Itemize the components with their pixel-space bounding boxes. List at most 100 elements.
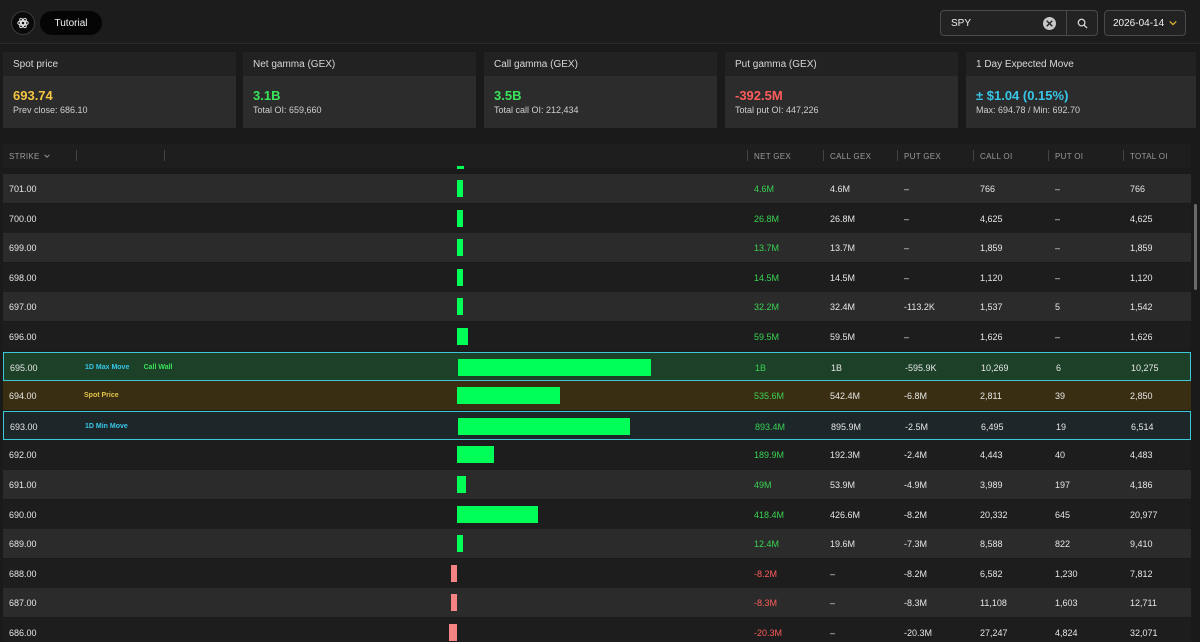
column-divider	[1123, 150, 1124, 161]
call-gex-cell: 59.5M	[830, 332, 856, 342]
total-oi-cell: 4,186	[1130, 480, 1153, 490]
gex-bar	[457, 180, 463, 197]
table-row[interactable]: 687.00 -8.3M – -8.3M 11,108 1,603 12,711	[3, 588, 1191, 617]
table-row[interactable]: 686.00 -20.3M – -20.3M 27,247 4,824 32,071	[3, 618, 1191, 642]
put-oi-cell: –	[1055, 332, 1061, 342]
table-row[interactable]: 695.00 1B 1B -595.9K 10,269 6 10,275 1D Max Mov…	[3, 352, 1191, 381]
table-row[interactable]: 700.00 26.8M 26.8M – 4,625 – 4,625	[3, 204, 1191, 233]
gex-bar	[457, 535, 463, 552]
call-gamma-card: Call gamma (GEX) 3.5B Total call OI: 212…	[484, 52, 717, 128]
put-oi-cell: –	[1055, 273, 1061, 283]
total-oi-cell: 1,859	[1130, 243, 1153, 253]
table-row[interactable]: 699.00 13.7M 13.7M – 1,859 – 1,859	[3, 233, 1191, 262]
column-divider	[973, 150, 974, 161]
call-oi-cell: 11,108	[980, 598, 1007, 608]
call-oi-cell: 2,811	[980, 391, 1002, 401]
call-oi-column-header[interactable]: CALL OI	[980, 152, 1013, 161]
put-oi-column-header[interactable]: PUT OI	[1055, 152, 1084, 161]
search-divider	[1066, 11, 1067, 35]
table-scrollbar[interactable]	[1194, 204, 1197, 290]
table-row[interactable]: 696.00 59.5M 59.5M – 1,626 – 1,626	[3, 322, 1191, 351]
column-divider	[897, 150, 898, 161]
table-row[interactable]: 694.00 535.6M 542.4M -6.8M 2,811 39 2,850 Spot …	[3, 381, 1191, 410]
put-gamma-value: -392.5M	[735, 88, 783, 103]
table-row[interactable]: 690.00 418.4M 426.6M -8.2M 20,332 645 20,977	[3, 500, 1191, 529]
table-row[interactable]: 701.00 4.6M 4.6M – 766 – 766	[3, 174, 1191, 203]
search-button[interactable]	[1067, 11, 1098, 35]
net-gex-cell: 26.8M	[754, 214, 780, 224]
net-gex-cell: 1B	[755, 363, 767, 373]
call-oi-cell: 4,625	[980, 214, 1003, 224]
net-gex-cell: 4.6M	[754, 184, 775, 194]
ticker-search-input[interactable]	[941, 11, 1041, 35]
total-put-oi-text: Total put OI: 447,226	[735, 105, 819, 115]
gex-bar	[448, 624, 457, 641]
net-gex-cell: 189.9M	[754, 450, 785, 460]
call-oi-cell: 766	[980, 184, 996, 194]
put-gex-cell: -595.9K	[905, 363, 937, 373]
net-gex-cell: 14.5M	[754, 273, 780, 283]
table-row[interactable]: 692.00 189.9M 192.3M -2.4M 4,443 40 4,483	[3, 440, 1191, 469]
column-divider	[747, 150, 748, 161]
openai-logo-icon[interactable]	[11, 11, 35, 35]
total-oi-cell: 766	[1130, 184, 1146, 194]
gex-table-header: STRIKE NET GEX CALL GEX PUT GEX CALL OI …	[3, 144, 1191, 168]
expiry-date-select[interactable]: 2026-04-14	[1104, 10, 1186, 36]
strike-cell: 690.00	[9, 510, 37, 520]
put-gex-cell: -8.3M	[904, 598, 928, 608]
net-gex-cell: 893.4M	[755, 422, 786, 432]
put-oi-cell: 39	[1055, 391, 1066, 401]
total-oi-cell: 4,483	[1130, 450, 1153, 460]
call-gex-cell: 53.9M	[830, 480, 856, 490]
card-label: Call gamma (GEX)	[494, 59, 578, 70]
card-body: ± $1.04 (0.15%) Max: 694.78 / Min: 692.7…	[966, 76, 1196, 128]
strike-column-header[interactable]: STRIKE	[9, 152, 50, 161]
call-gex-column-header[interactable]: CALL GEX	[830, 152, 872, 161]
expected-move-value: ± $1.04 (0.15%)	[976, 88, 1069, 103]
gex-bar	[451, 565, 457, 582]
strike-cell: 691.00	[9, 480, 37, 490]
net-gex-column-header[interactable]: NET GEX	[754, 152, 792, 161]
strike-cell: 694.00	[9, 391, 37, 401]
call-oi-cell: 3,989	[980, 480, 1003, 490]
table-row[interactable]: 693.00 893.4M 895.9M -2.5M 6,495 19 6,514 1D Mi…	[3, 411, 1191, 440]
strike-cell: 686.00	[9, 628, 37, 638]
table-row[interactable]: 691.00 49M 53.9M -4.9M 3,989 197 4,186	[3, 470, 1191, 499]
total-oi-cell: 1,626	[1130, 332, 1153, 342]
total-oi-cell: 2,850	[1130, 391, 1153, 401]
put-gex-column-header[interactable]: PUT GEX	[904, 152, 942, 161]
gex-bar	[457, 166, 464, 169]
put-oi-cell: 645	[1055, 510, 1071, 520]
ticker-search-box	[940, 10, 1098, 36]
total-oi-column-header[interactable]: TOTAL OI	[1130, 152, 1168, 161]
strike-cell: 701.00	[9, 184, 37, 194]
card-body: 693.74 Prev close: 686.10	[3, 76, 236, 128]
call-oi-cell: 1,537	[980, 302, 1003, 312]
column-divider	[76, 150, 77, 161]
net-gex-cell: 32.2M	[754, 302, 780, 312]
put-gex-cell: –	[904, 243, 910, 253]
table-row[interactable]: 697.00 32.2M 32.4M -113.2K 1,537 5 1,542	[3, 292, 1191, 321]
card-label: Net gamma (GEX)	[253, 59, 336, 70]
call-oi-cell: 6,495	[981, 422, 1004, 432]
table-row[interactable]: 688.00 -8.2M – -8.2M 6,582 1,230 7,812	[3, 559, 1191, 588]
tutorial-button[interactable]: Tutorial	[40, 11, 102, 35]
total-oi-cell: 4,625	[1130, 214, 1153, 224]
call-gex-cell: 1B	[831, 363, 843, 373]
put-gex-cell: -4.9M	[904, 480, 928, 490]
gex-bar	[457, 239, 463, 256]
card-label: 1 Day Expected Move	[976, 59, 1074, 70]
expiry-date-value: 2026-04-14	[1113, 17, 1165, 29]
net-gex-cell: -8.3M	[754, 598, 778, 608]
call-gex-cell: –	[830, 598, 836, 608]
call-oi-cell: 10,269	[981, 363, 1009, 373]
strike-cell: 700.00	[9, 214, 37, 224]
table-row[interactable]: 698.00 14.5M 14.5M – 1,120 – 1,120	[3, 263, 1191, 292]
expected-move-card: 1 Day Expected Move ± $1.04 (0.15%) Max:…	[966, 52, 1196, 128]
gex-bar	[457, 210, 463, 227]
clear-icon[interactable]	[1043, 17, 1056, 30]
strike-cell: 689.00	[9, 539, 37, 549]
search-icon	[1077, 18, 1088, 29]
put-oi-cell: 4,824	[1055, 628, 1078, 638]
table-row[interactable]: 689.00 12.4M 19.6M -7.3M 8,588 822 9,410	[3, 529, 1191, 558]
